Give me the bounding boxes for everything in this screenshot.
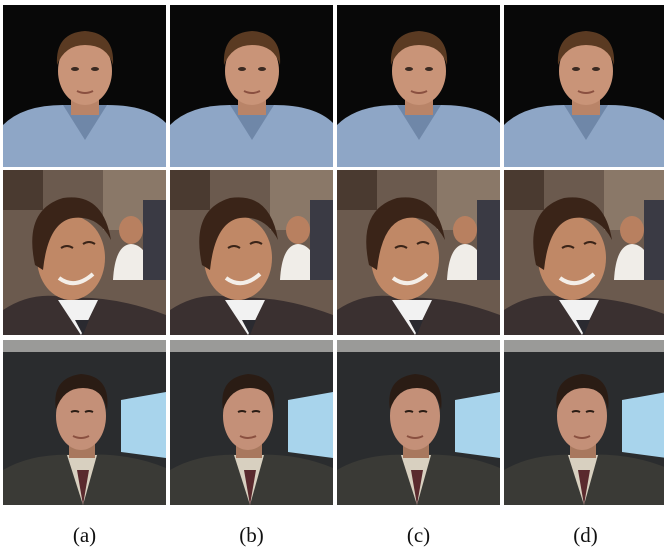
column-label: (a) [73,523,96,547]
column-label: (d) [573,523,598,547]
face-photo [2,4,167,168]
face-photo [169,4,334,168]
column-label: (c) [407,523,430,547]
face-photo [503,339,664,506]
face-photo [335,168,502,337]
face-photo [336,339,501,506]
face-photo [2,339,167,506]
face-photo [1,168,168,337]
face-photo [502,168,664,337]
face-photo [336,4,501,168]
face-photo [169,339,334,506]
image-grid [1,4,664,506]
face-photo [168,168,335,337]
column-labels: (a) (b) (c) (d) [73,523,598,547]
column-label: (b) [239,523,264,547]
face-photo [503,4,664,168]
